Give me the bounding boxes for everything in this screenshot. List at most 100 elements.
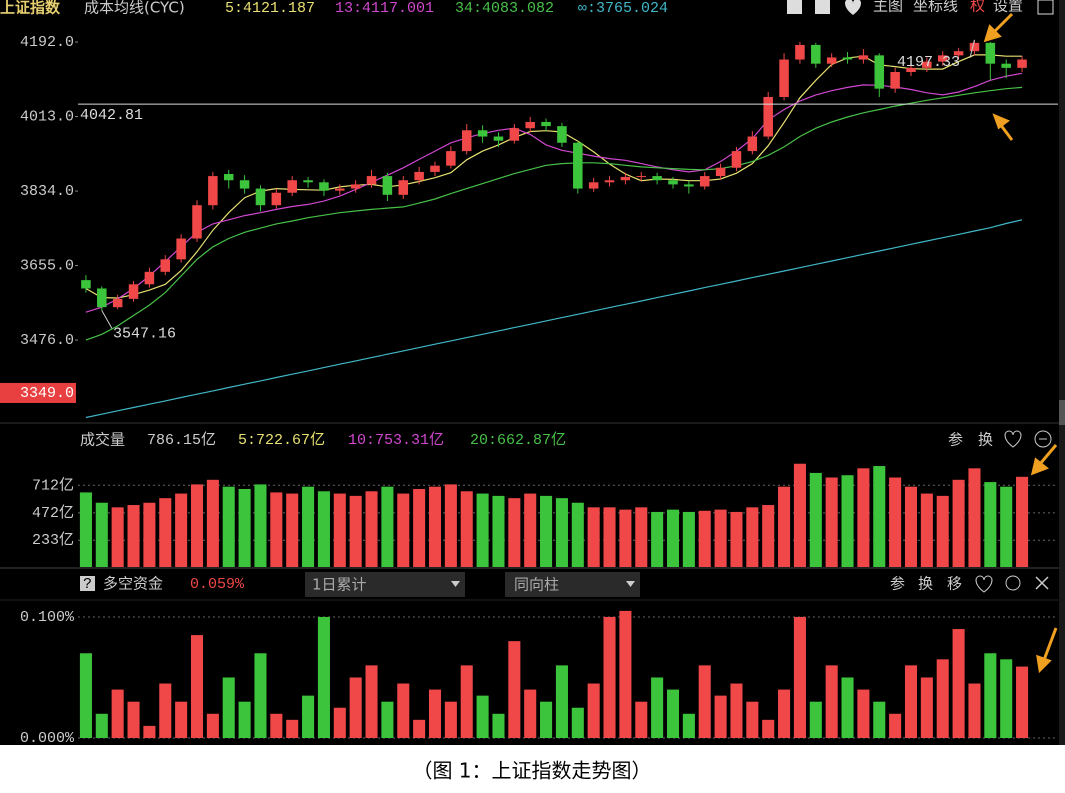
- legend-entry: 5:4121.187: [225, 0, 315, 17]
- bar: [159, 683, 172, 738]
- candle-body: [430, 165, 440, 172]
- bar: [778, 689, 791, 738]
- bar: [127, 701, 140, 738]
- bar: [920, 677, 933, 738]
- bar: [1016, 476, 1029, 567]
- bar: [904, 486, 918, 567]
- candle-body: [192, 205, 202, 239]
- bar: [873, 466, 886, 567]
- bar: [571, 502, 584, 567]
- scroll-thumb[interactable]: [1059, 400, 1065, 425]
- candle-body: [652, 176, 662, 181]
- dropdown[interactable]: [305, 572, 465, 597]
- candle-body: [906, 67, 916, 73]
- bar: [714, 695, 727, 738]
- zoom-out-button[interactable]: [815, 0, 830, 14]
- bar: [397, 493, 410, 567]
- ma-line: [85, 86, 1023, 341]
- toolbar-button[interactable]: 参: [890, 575, 905, 593]
- candle-body: [414, 171, 424, 181]
- toolbar-button[interactable]: 设置: [993, 0, 1023, 15]
- dropdown[interactable]: [505, 572, 640, 597]
- bar: [349, 677, 362, 738]
- index-name: 上证指数: [0, 0, 61, 17]
- candle-body: [684, 184, 694, 187]
- candle-body: [461, 130, 472, 152]
- help-icon[interactable]: [80, 576, 95, 591]
- y-tick-label: 3834.0: [20, 183, 74, 200]
- bar: [302, 486, 315, 567]
- toolbar-button[interactable]: 权: [970, 0, 985, 15]
- candle-body: [731, 151, 742, 168]
- candle-body: [208, 176, 218, 206]
- zoom-in-button[interactable]: [787, 0, 802, 14]
- arrow: [992, 12, 1014, 34]
- dropdown-arrow: [626, 581, 635, 587]
- candle-body: [699, 176, 710, 187]
- bar: [841, 677, 854, 738]
- bar: [555, 665, 568, 738]
- candle-body: [176, 238, 186, 260]
- bar: [889, 713, 902, 738]
- ma-line: [85, 219, 1023, 419]
- bar: [143, 725, 156, 738]
- legend-entry: 13:4117.001: [335, 0, 434, 17]
- bar: [79, 492, 92, 567]
- candle-body: [636, 176, 647, 178]
- favorite-icon[interactable]: [845, 0, 861, 15]
- export-button[interactable]: [1037, 0, 1054, 15]
- bar: [984, 482, 997, 567]
- candle-body: [922, 61, 932, 68]
- bar: [175, 493, 188, 567]
- bar: [190, 635, 204, 738]
- bar: [730, 511, 743, 567]
- bar: [524, 493, 537, 567]
- bar: [143, 502, 156, 567]
- bar: [508, 641, 521, 738]
- panel-title: 多空资金: [103, 575, 163, 593]
- toolbar-button[interactable]: 参: [948, 431, 963, 449]
- bar: [904, 665, 918, 738]
- candle-body: [128, 284, 139, 299]
- bar: [302, 695, 315, 738]
- toolbar-button[interactable]: 移: [947, 575, 962, 593]
- candle-body: [287, 180, 297, 193]
- zoom-button[interactable]: [1005, 575, 1021, 591]
- bar: [444, 701, 457, 738]
- favorite-icon[interactable]: [975, 575, 993, 593]
- bar: [762, 719, 775, 738]
- favorite-icon[interactable]: [1004, 430, 1022, 448]
- bar: [603, 507, 616, 567]
- toolbar-button[interactable]: 换: [918, 575, 933, 593]
- bar: [413, 719, 426, 738]
- bar: [778, 486, 791, 567]
- bar: [79, 653, 92, 738]
- toolbar-button[interactable]: 换: [978, 431, 993, 449]
- indicator-name: 成本均线(CYC): [84, 0, 185, 17]
- bar: [159, 498, 172, 567]
- price-marker-label: 3349.0: [20, 385, 74, 402]
- arrow: [1038, 444, 1058, 465]
- bar: [190, 484, 204, 567]
- help-mark: ?: [83, 576, 92, 593]
- dropdown-label: 1日累计: [312, 576, 367, 594]
- candle-body: [81, 280, 91, 289]
- candle-body: [382, 176, 393, 195]
- bar: [428, 689, 442, 738]
- arrow: [1042, 627, 1058, 661]
- close-button[interactable]: [1035, 576, 1049, 590]
- candle-body: [842, 57, 853, 60]
- candle-body: [112, 298, 123, 308]
- scrollbar[interactable]: [1059, 0, 1065, 745]
- bar: [968, 468, 981, 567]
- collapse-button[interactable]: [1034, 430, 1052, 448]
- bar: [460, 491, 473, 567]
- candle-body: [811, 44, 821, 64]
- toolbar-button[interactable]: 主图: [873, 0, 903, 15]
- candle-body: [223, 173, 234, 181]
- candle-body: [525, 121, 535, 129]
- toolbar-button[interactable]: 坐标线: [913, 0, 958, 15]
- bar: [746, 701, 759, 738]
- arrow-head: [1030, 457, 1049, 476]
